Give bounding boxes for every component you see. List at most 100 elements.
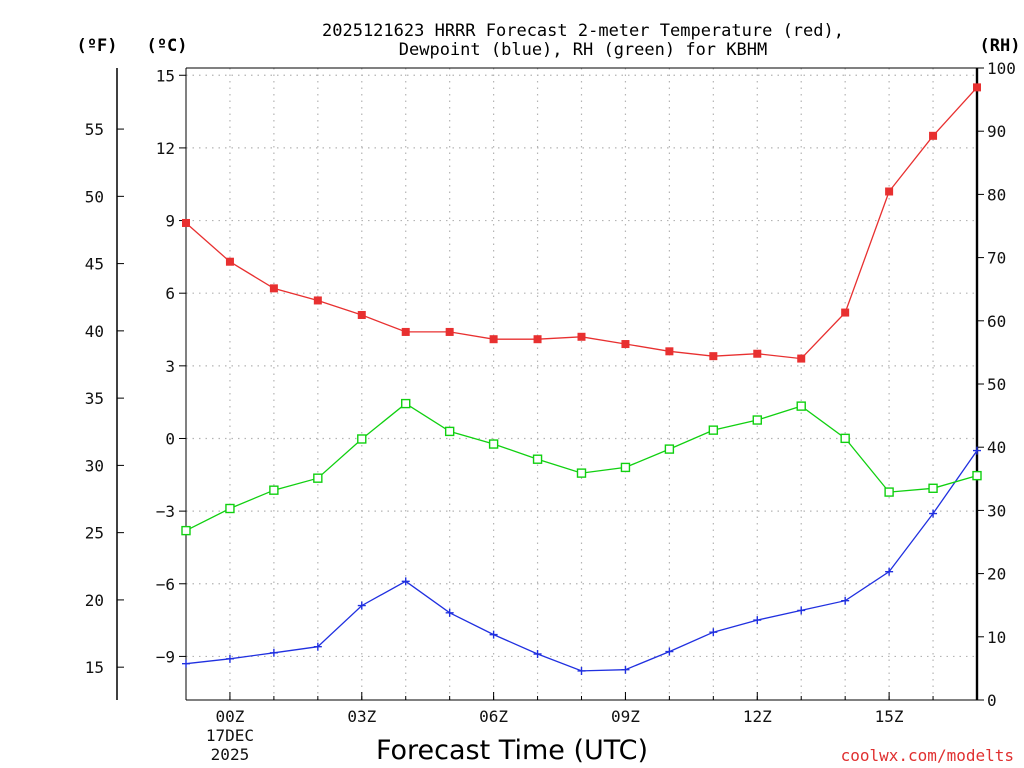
rh-tick-label: 10 — [987, 628, 1006, 647]
celsius-tick-label: −3 — [156, 502, 175, 521]
rh-point — [708, 425, 719, 435]
time-tick-label: 15Z — [875, 707, 904, 726]
temperature-point — [709, 352, 718, 361]
rh-point — [928, 483, 938, 493]
temperature-point — [445, 327, 454, 336]
fahrenheit-axis-ticks: 55 50 45 40 35 30 25 20 15 — [85, 120, 124, 677]
temperature-point — [797, 354, 806, 363]
rh-unit-label: (RH) — [980, 36, 1021, 56]
rh-point — [225, 503, 235, 514]
dewpoint-point — [445, 608, 454, 617]
temperature-point — [533, 335, 542, 344]
temperature-point — [182, 218, 190, 227]
temperature-point — [929, 131, 938, 140]
fahrenheit-tick-label: 55 — [85, 120, 104, 139]
rh-tick-label: 50 — [987, 375, 1006, 394]
rh-point — [444, 426, 455, 437]
dewpoint-point — [182, 659, 190, 668]
temperature-point — [489, 335, 498, 344]
celsius-axis-ticks: 15 12 9 6 3 0 −3 −6 −9 — [156, 66, 186, 666]
temperature-point — [753, 349, 762, 358]
dewpoint-point — [313, 642, 322, 651]
celsius-tick-label: 15 — [156, 66, 175, 85]
temperature-line — [185, 86, 978, 360]
celsius-tick-label: 9 — [165, 212, 175, 231]
rh-point — [532, 454, 543, 464]
rh-series — [181, 398, 982, 536]
year-label: 2025 — [211, 745, 250, 764]
celsius-tick-label: 6 — [165, 284, 175, 303]
dewpoint-point — [665, 647, 674, 656]
rh-point — [796, 401, 806, 411]
fahrenheit-tick-label: 30 — [85, 456, 104, 475]
fahrenheit-tick-label: 15 — [85, 658, 104, 677]
dewpoint-point — [929, 509, 938, 518]
temperature-point — [269, 284, 278, 293]
temperature-point — [313, 296, 322, 305]
time-tick-label: 09Z — [611, 707, 640, 726]
rh-tick-label: 100 — [987, 59, 1016, 78]
rh-point — [840, 433, 850, 444]
rh-point — [488, 439, 499, 449]
dewpoint-series — [182, 446, 981, 675]
dewpoint-point — [885, 567, 894, 576]
rh-point — [401, 398, 411, 409]
rh-point — [181, 525, 191, 536]
grid-lines — [186, 68, 977, 700]
celsius-tick-label: −9 — [156, 647, 175, 666]
time-tick-label: 03Z — [347, 707, 376, 726]
rh-point — [357, 434, 367, 444]
dewpoint-point — [753, 616, 762, 625]
temperature-point — [665, 347, 674, 356]
rh-line — [185, 402, 978, 532]
temperature-point — [401, 327, 410, 336]
celsius-tick-label: 12 — [156, 139, 175, 158]
fahrenheit-tick-label: 25 — [85, 524, 104, 543]
dewpoint-point — [269, 648, 278, 657]
rh-tick-label: 40 — [987, 438, 1006, 457]
fahrenheit-tick-label: 20 — [85, 591, 104, 610]
dewpoint-point — [797, 606, 806, 615]
rh-point — [664, 444, 675, 454]
rh-point — [576, 468, 587, 478]
temperature-point — [577, 332, 586, 341]
rh-tick-label: 90 — [987, 122, 1006, 141]
fahrenheit-tick-label: 50 — [85, 187, 104, 206]
time-tick-label: 00Z — [215, 707, 244, 726]
rh-tick-label: 30 — [987, 501, 1006, 520]
celsius-tick-label: −6 — [156, 575, 175, 594]
temperature-point — [841, 308, 850, 317]
temperature-series — [182, 83, 981, 363]
rh-point — [752, 415, 762, 425]
rh-tick-label: 0 — [987, 691, 997, 710]
time-tick-label: 12Z — [743, 707, 772, 726]
chart-title-line1: 2025121623 HRRR Forecast 2-meter Tempera… — [322, 21, 844, 41]
rh-tick-label: 60 — [987, 312, 1006, 331]
celsius-tick-label: 0 — [165, 429, 175, 448]
temperature-point — [885, 187, 894, 196]
temperature-point — [621, 340, 630, 349]
chart-title-line2: Dewpoint (blue), RH (green) for KBHM — [399, 40, 767, 60]
dewpoint-point — [621, 665, 630, 674]
rh-point — [972, 470, 982, 481]
dewpoint-point — [577, 666, 586, 675]
fahrenheit-tick-label: 40 — [85, 322, 104, 341]
temperature-point — [225, 257, 234, 266]
temperature-point — [357, 310, 366, 319]
fahrenheit-tick-label: 45 — [85, 255, 104, 274]
date-label: 17DEC — [206, 726, 254, 745]
celsius-tick-label: 3 — [165, 357, 175, 376]
credit-text: coolwx.com/modelts — [841, 746, 1014, 765]
rh-tick-label: 20 — [987, 565, 1006, 584]
rh-tick-label: 70 — [987, 249, 1006, 268]
fahrenheit-unit-label: (ºF) — [77, 36, 118, 56]
dewpoint-point — [709, 628, 718, 637]
rh-point — [313, 473, 323, 483]
dewpoint-point — [973, 446, 981, 455]
dewpoint-point — [401, 577, 410, 586]
dewpoint-point — [533, 649, 542, 658]
rh-point — [884, 487, 894, 497]
